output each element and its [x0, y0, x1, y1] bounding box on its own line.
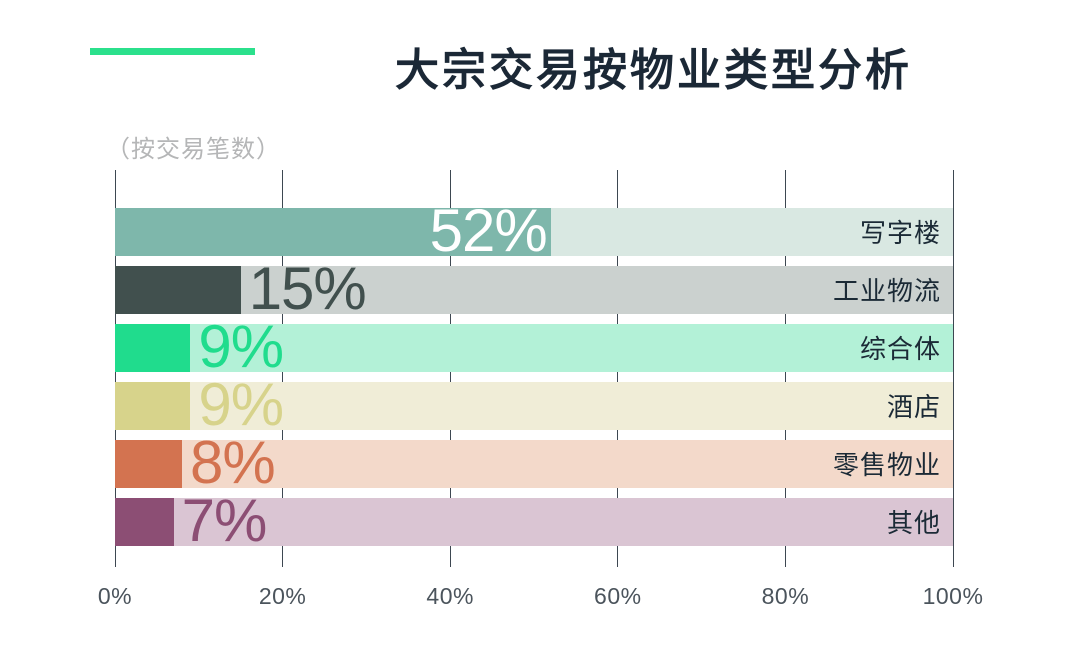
chart-subtitle: （按交易笔数） — [106, 136, 281, 163]
x-axis-tick-label: 40% — [426, 583, 474, 609]
bar-track — [115, 324, 953, 372]
x-axis-tick-label: 0% — [97, 583, 133, 609]
page-title: 大宗交易按物业类型分析 — [395, 46, 912, 95]
bar-value-label: 15% — [248, 255, 367, 322]
chart-plot: 0% 20% 40% 60% 80% 100% 52% 写字楼 15% 工业物流 9% 综合体 9% 酒店… — [98, 170, 983, 609]
bar-fill — [115, 498, 174, 546]
bar-row: 8% 零售物业 — [115, 429, 953, 496]
x-axis-tick-label: 80% — [761, 583, 810, 609]
bar-track — [115, 440, 953, 488]
bar-row: 9% 酒店 — [115, 371, 953, 438]
bar-value-label: 7% — [181, 487, 268, 554]
x-axis-tick-label: 60% — [594, 583, 642, 609]
bar-category-label: 工业物流 — [832, 276, 941, 306]
bar-row: 9% 综合体 — [115, 313, 953, 380]
x-axis-tick-label: 100% — [922, 583, 984, 609]
bar-category-label: 零售物业 — [832, 450, 941, 480]
bar-category-label: 写字楼 — [859, 218, 941, 248]
bar-rows: 52% 写字楼 15% 工业物流 9% 综合体 9% 酒店 8% 零售物业 7% 其他 — [115, 197, 953, 556]
bar-value-label: 9% — [198, 313, 284, 380]
bar-category-label: 综合体 — [859, 334, 941, 364]
bar-row: 52% 写字楼 — [115, 197, 953, 264]
bar-fill — [115, 208, 551, 256]
bar-track — [115, 382, 953, 430]
bar-value-label: 52% — [429, 197, 548, 264]
bar-track — [115, 266, 953, 314]
x-axis-tick-label: 20% — [258, 583, 307, 609]
bar-fill — [115, 382, 191, 430]
gridline — [952, 170, 954, 567]
bar-row: 15% 工业物流 — [115, 255, 953, 322]
bar-fill — [115, 440, 183, 488]
bar-fill — [115, 266, 241, 314]
bar-track — [115, 498, 953, 546]
bar-category-label: 酒店 — [886, 392, 941, 422]
title-accent-line — [90, 48, 255, 55]
bar-row: 7% 其他 — [115, 487, 953, 554]
bar-category-label: 其他 — [886, 508, 941, 538]
bar-fill — [115, 324, 191, 372]
bar-value-label: 8% — [190, 429, 276, 496]
bar-value-label: 9% — [198, 371, 284, 438]
